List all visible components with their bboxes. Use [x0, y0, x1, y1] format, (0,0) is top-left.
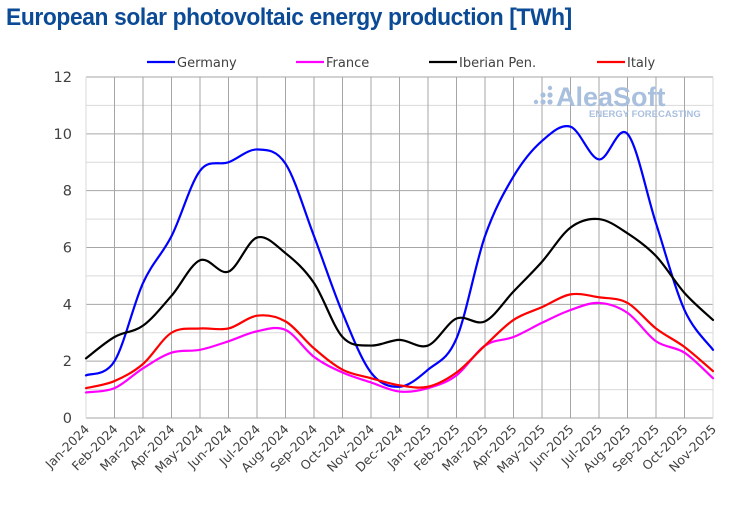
legend-item-italy: Italy: [597, 56, 656, 71]
y-tick-label: 2: [63, 354, 72, 370]
y-tick-label: 0: [63, 411, 72, 427]
legend-label: Iberian Pen.: [459, 56, 536, 71]
y-tick-label: 10: [54, 127, 72, 143]
y-tick-label: 6: [63, 241, 72, 257]
legend-label: France: [326, 56, 369, 71]
y-tick-label: 8: [63, 184, 72, 200]
logo-dots-icon: [533, 85, 553, 105]
y-tick-label: 12: [54, 70, 72, 86]
series-lines: [84, 125, 715, 394]
legend-item-france: France: [296, 56, 369, 71]
series-line-italy: [84, 292, 715, 390]
series-line-france: [84, 301, 715, 394]
watermark-tagline: ENERGY FORECASTING: [589, 109, 701, 120]
watermark-logo: AleaSoft ENERGY FORECASTING: [533, 82, 701, 120]
series-line-iberian-pen: [84, 217, 715, 360]
chart-title: European solar photovoltaic energy produ…: [6, 4, 572, 31]
legend-label: Italy: [627, 56, 656, 71]
watermark-brand: AleaSoft: [556, 82, 666, 112]
legend: Germany France Iberian Pen. Italy: [147, 56, 656, 71]
y-tick-label: 4: [63, 297, 72, 313]
legend-item-germany: Germany: [147, 56, 237, 71]
grid: [85, 76, 714, 419]
x-axis: Jan-2024Feb-2024Mar-2024Apr-2024May-2024…: [41, 421, 719, 475]
series-line-germany: [84, 125, 715, 388]
legend-label: Germany: [177, 56, 237, 71]
y-axis: 0 2 4 6 8 10 12: [54, 70, 72, 427]
legend-item-iberian-pen: Iberian Pen.: [429, 56, 536, 71]
